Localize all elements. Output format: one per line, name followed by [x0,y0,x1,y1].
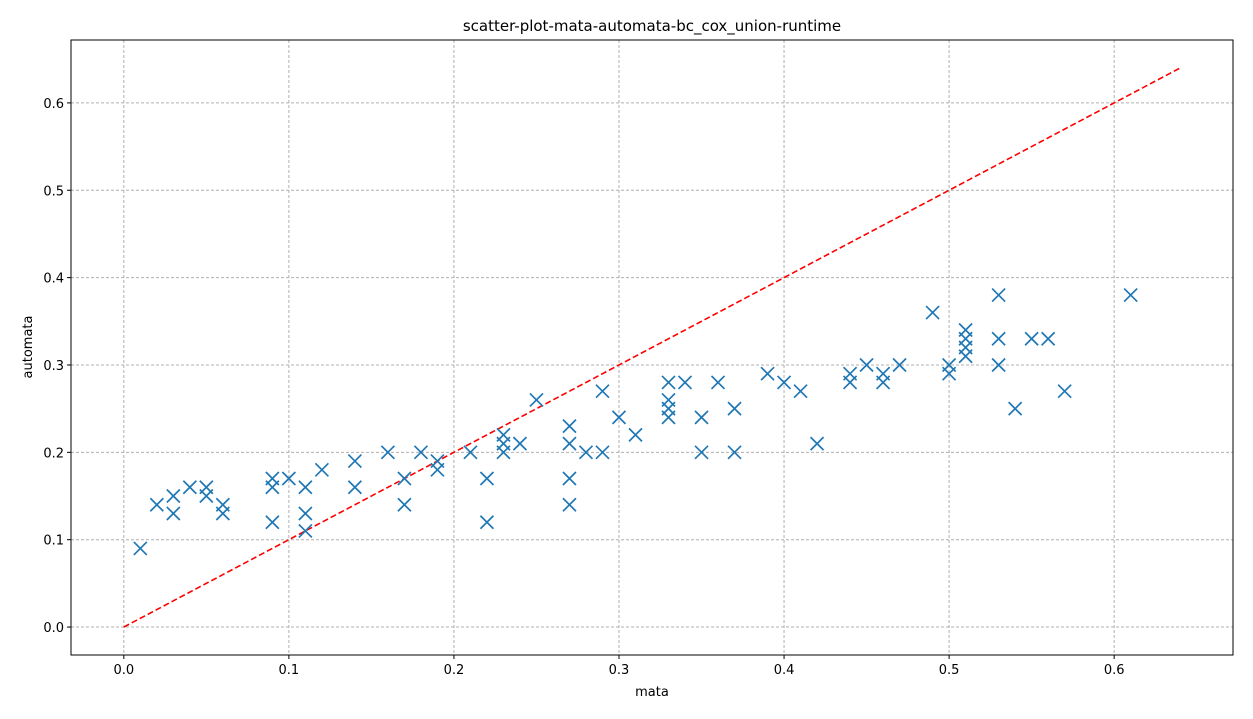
x-tick-label: 0.5 [939,663,960,678]
data-point [265,480,280,495]
data-point [479,515,495,530]
data-point [562,497,577,512]
x-tick-label: 0.0 [113,663,134,678]
y-axis-label: automata [21,316,36,379]
data-point [611,410,627,425]
data-point [991,287,1006,303]
data-point [512,436,528,451]
y-tick-label: 0.0 [43,621,64,636]
grid [71,40,1233,655]
y-tick-label: 0.5 [43,184,64,199]
data-point [942,366,957,381]
data-point [1008,401,1023,416]
data-point [562,419,577,434]
data-point [166,506,181,521]
data-point [1057,384,1072,399]
data-point [149,497,164,512]
data-point [727,445,742,460]
data-point [413,445,429,460]
data-point [133,541,148,556]
data-point [694,410,709,425]
data-point [314,462,329,477]
data-point [875,375,891,390]
data-point [991,357,1006,373]
data-point [595,384,610,399]
data-point [298,506,313,521]
x-tick-label: 0.3 [609,663,630,678]
data-point [578,445,594,460]
data-point [842,375,858,390]
data-point [463,445,478,460]
data-point [397,497,412,512]
data-point [892,357,907,373]
x-tick-label: 0.1 [279,663,300,678]
data-point [710,375,726,390]
data-point [958,349,973,364]
data-point [265,515,280,530]
data-point [661,375,676,390]
y-tick-label: 0.4 [43,272,64,287]
y-tick-label: 0.6 [43,97,64,112]
data-point [760,366,775,381]
data-point [661,410,676,425]
y-ticks: 0.0 0.1 0.2 0.3 0.4 0.5 0.6 [43,97,71,636]
data-point [496,445,511,460]
data-point [628,427,643,442]
x-ticks: 0.0 0.1 0.2 0.3 0.4 0.5 0.6 [113,655,1125,678]
x-axis-label: mata [635,685,669,700]
data-point [776,375,792,390]
data-point [694,445,709,460]
data-point [859,357,874,373]
data-point [595,445,610,460]
reference-line [123,67,1181,628]
data-point [991,331,1006,346]
data-point [298,523,313,539]
reference-line-layer [123,67,1181,628]
data-point [677,375,693,390]
data-point [298,480,313,495]
y-tick-label: 0.1 [43,534,64,549]
x-tick-label: 0.2 [444,663,465,678]
y-tick-label: 0.3 [43,359,64,374]
x-tick-label: 0.4 [774,663,795,678]
data-point [380,445,396,460]
data-point [215,506,230,521]
data-point [397,471,412,486]
data-point [809,436,825,451]
data-point [1041,331,1056,346]
data-point [793,384,808,399]
points-layer [133,287,1138,556]
data-point [430,462,445,477]
data-point [1024,331,1039,346]
x-tick-label: 0.6 [1104,663,1125,678]
data-point [562,471,577,486]
data-point [347,453,362,469]
data-point [925,305,940,320]
data-point [166,488,181,504]
data-point [347,480,362,495]
data-point [182,480,197,495]
data-point [562,436,577,451]
data-point [529,392,544,408]
plot-frame [70,39,1234,656]
data-point [199,488,214,504]
data-point [479,471,495,486]
chart-title: scatter-plot-mata-automata-bc_cox_union-… [463,17,841,36]
data-point [1123,287,1138,303]
data-point [281,471,296,486]
y-tick-label: 0.2 [43,446,64,461]
data-point [727,401,742,416]
